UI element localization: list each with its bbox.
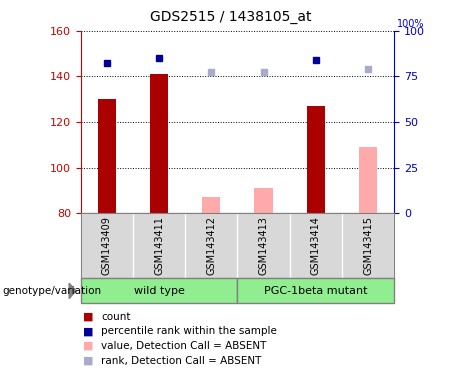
Text: value, Detection Call = ABSENT: value, Detection Call = ABSENT [101, 341, 267, 351]
Bar [81, 278, 237, 303]
Text: GSM143409: GSM143409 [102, 217, 112, 275]
Bar [237, 278, 394, 303]
Bar [307, 106, 325, 213]
Text: count: count [101, 312, 131, 322]
Text: GSM143411: GSM143411 [154, 217, 164, 275]
Bar [202, 197, 220, 213]
Text: GSM143415: GSM143415 [363, 217, 373, 275]
Text: rank, Detection Call = ABSENT: rank, Detection Call = ABSENT [101, 356, 262, 366]
Text: ■: ■ [83, 312, 94, 322]
Text: wild type: wild type [134, 286, 184, 296]
Text: GSM143412: GSM143412 [206, 217, 216, 275]
Text: ■: ■ [83, 341, 94, 351]
Text: GSM143413: GSM143413 [259, 217, 269, 275]
Text: ■: ■ [83, 326, 94, 336]
Bar [150, 74, 168, 213]
Text: GDS2515 / 1438105_at: GDS2515 / 1438105_at [150, 10, 311, 23]
Text: GSM143414: GSM143414 [311, 217, 321, 275]
Text: 100%: 100% [397, 19, 425, 29]
Bar [359, 147, 377, 213]
Text: percentile rank within the sample: percentile rank within the sample [101, 326, 278, 336]
Text: PGC-1beta mutant: PGC-1beta mutant [264, 286, 367, 296]
Bar [254, 188, 272, 213]
Text: ■: ■ [83, 356, 94, 366]
Text: genotype/variation: genotype/variation [2, 286, 101, 296]
Bar [98, 99, 116, 213]
